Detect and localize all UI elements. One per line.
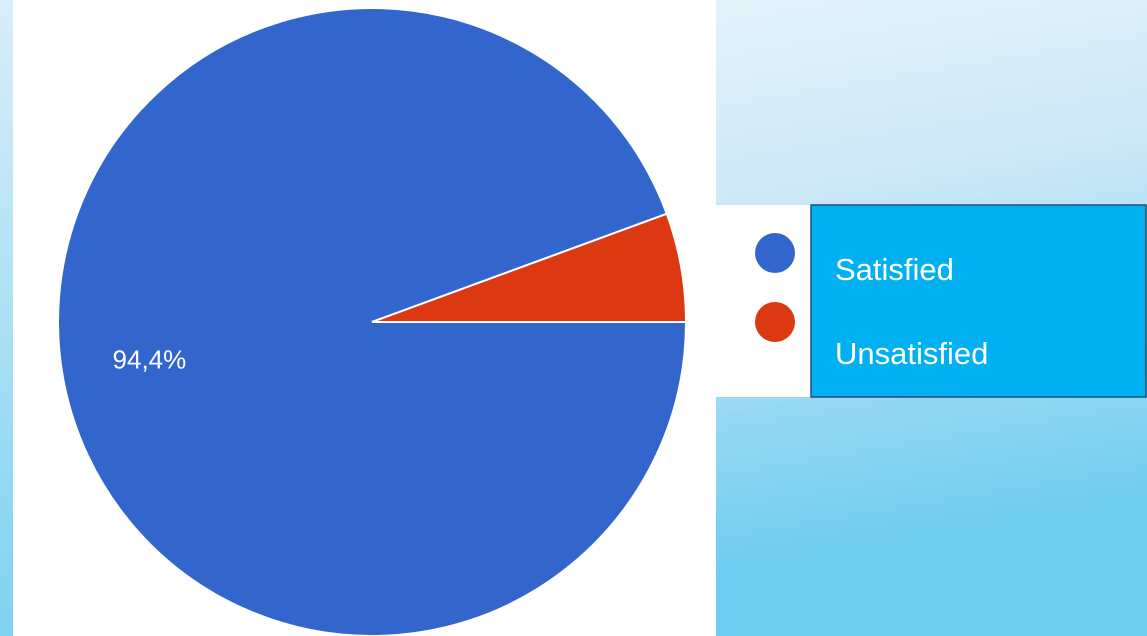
legend-marker	[755, 233, 795, 273]
legend-marker	[755, 302, 795, 342]
legend-label: Satisfied	[835, 252, 954, 287]
pie: 94,4%	[57, 7, 688, 636]
pie-slice	[371, 212, 688, 323]
legend-label: Unsatisfied	[835, 336, 988, 371]
left-strip	[0, 0, 13, 636]
legend: Satisfied Unsatisfied	[755, 233, 988, 371]
legend-box	[810, 204, 1147, 398]
slice-label: 94,4%	[113, 344, 187, 374]
legend-markers-panel	[716, 205, 811, 397]
